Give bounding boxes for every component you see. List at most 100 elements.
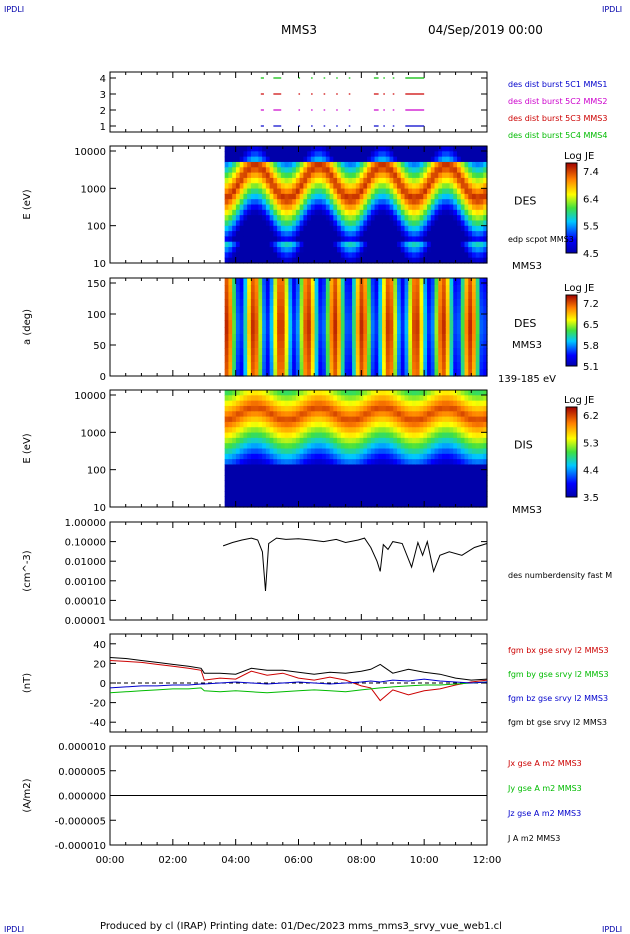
heatmap-cell: [434, 177, 439, 184]
heatmap-cell: [344, 496, 349, 503]
heatmap-cell: [370, 204, 376, 211]
heatmap-cell: [247, 405, 252, 412]
heatmap-cell: [314, 416, 319, 423]
heatmap-cell: [239, 390, 245, 396]
heatmap-cell: [224, 257, 230, 264]
heatmap-cell: [412, 220, 417, 227]
heatmap-cell: [419, 327, 424, 335]
heatmap-cell: [430, 416, 436, 423]
heatmap-cell: [258, 496, 263, 503]
heatmap-cell: [378, 209, 383, 216]
heatmap-cell: [303, 427, 308, 434]
heatmap-cell: [460, 209, 466, 216]
heatmap-cell: [449, 257, 454, 264]
heatmap-cell: [303, 448, 308, 455]
heatmap-cell: [419, 480, 424, 487]
heatmap-cell: [412, 390, 417, 396]
heatmap-cell: [228, 320, 233, 328]
heatmap-cell: [430, 390, 436, 396]
heatmap-cell: [292, 313, 297, 321]
heatmap-cell: [415, 257, 421, 264]
heatmap-cell: [333, 220, 338, 227]
heatmap-cell: [460, 475, 466, 482]
heatmap-cell: [340, 459, 346, 466]
heatmap-cell: [232, 427, 237, 434]
heatmap-cell: [378, 156, 383, 163]
heatmap-cell: [280, 241, 286, 248]
heatmap-cell: [355, 448, 361, 455]
heatmap-cell: [438, 220, 443, 227]
heatmap-cell: [475, 453, 481, 460]
heatmap-cell: [273, 480, 278, 487]
heatmap-cell: [325, 209, 331, 216]
heatmap-cell: [415, 151, 421, 158]
heatmap-cell: [277, 236, 282, 243]
heatmap-cell: [235, 369, 241, 377]
heatmap-cell: [374, 469, 379, 476]
heatmap-cell: [314, 146, 319, 152]
heatmap-cell: [314, 491, 319, 497]
heatmap-cell: [258, 400, 263, 407]
heatmap-cell: [239, 491, 245, 497]
heatmap-cell: [340, 215, 346, 222]
heatmap-cell: [277, 146, 282, 152]
heatmap-cell: [224, 247, 230, 253]
heatmap-cell: [292, 501, 297, 508]
heatmap-cell: [442, 278, 447, 286]
heatmap-cell: [228, 161, 233, 168]
heatmap-cell: [438, 491, 443, 497]
heatmap-cell: [269, 501, 274, 508]
heatmap-cell: [262, 172, 267, 179]
heatmap-cell: [389, 411, 394, 418]
heatmap-cell: [295, 320, 301, 328]
heatmap-cell: [258, 443, 263, 450]
heatmap-cell: [449, 172, 454, 179]
heatmap-cell: [310, 469, 316, 476]
heatmap-cell: [329, 334, 334, 342]
heatmap-cell: [284, 327, 289, 335]
heatmap-cell: [333, 204, 338, 211]
heatmap-cell: [460, 215, 466, 222]
heatmap-cell: [348, 341, 353, 349]
heatmap-cell: [258, 421, 263, 428]
heatmap-cell: [269, 278, 274, 286]
heatmap-cell: [299, 427, 304, 434]
heatmap-cell: [243, 313, 248, 321]
heatmap-cell: [247, 167, 252, 174]
heatmap-cell: [299, 313, 304, 321]
heatmap-cell: [310, 348, 316, 356]
heatmap-cell: [397, 362, 402, 370]
heatmap-cell: [239, 188, 245, 195]
x-tick-label: 04:00: [221, 855, 250, 866]
heatmap-cell: [329, 362, 334, 370]
heatmap-cell: [307, 151, 312, 158]
heatmap-cell: [262, 327, 267, 335]
heatmap-cell: [475, 411, 481, 418]
heatmap-cell: [352, 390, 357, 396]
heatmap-cell: [442, 320, 447, 328]
heatmap-cell: [457, 199, 462, 206]
heatmap-cell: [288, 247, 293, 253]
heatmap-cell: [475, 252, 481, 259]
heatmap-cell: [427, 421, 432, 428]
heatmap-cell: [479, 151, 484, 158]
heatmap-cell: [333, 369, 338, 377]
heatmap-cell: [235, 285, 241, 293]
heatmap-cell: [265, 432, 271, 439]
heatmap-cell: [239, 485, 245, 492]
heatmap-cell: [280, 405, 286, 412]
heatmap-cell: [340, 320, 346, 328]
heatmap-cell: [247, 327, 252, 335]
heatmap-cell: [239, 313, 245, 321]
heatmap-cell: [355, 395, 361, 402]
heatmap-cell: [445, 355, 451, 363]
heatmap-cell: [397, 348, 402, 356]
heatmap-cell: [374, 416, 379, 423]
heatmap-cell: [400, 334, 406, 342]
heatmap-cell: [235, 400, 241, 407]
heatmap-cell: [419, 416, 424, 423]
heatmap-cell: [404, 204, 409, 211]
heatmap-cell: [460, 320, 466, 328]
heatmap-cell: [310, 146, 316, 152]
heatmap-cell: [322, 362, 327, 370]
